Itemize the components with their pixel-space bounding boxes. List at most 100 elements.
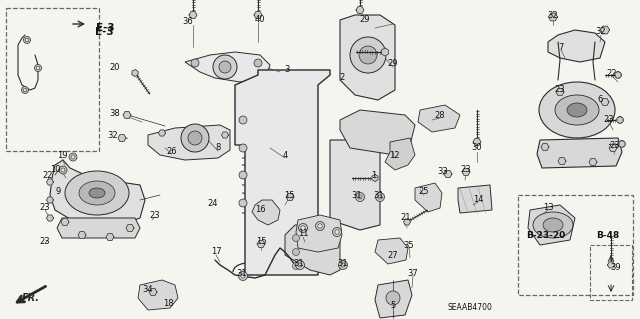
- Text: 15: 15: [284, 191, 294, 201]
- Circle shape: [318, 224, 322, 228]
- Circle shape: [301, 226, 305, 230]
- Text: 1: 1: [371, 170, 376, 180]
- Text: 14: 14: [473, 196, 483, 204]
- Circle shape: [378, 195, 382, 199]
- Circle shape: [464, 170, 468, 174]
- Polygon shape: [558, 158, 566, 165]
- Text: 4: 4: [282, 151, 287, 160]
- Circle shape: [298, 224, 307, 233]
- Polygon shape: [375, 280, 412, 318]
- Circle shape: [69, 153, 77, 161]
- Circle shape: [611, 146, 615, 150]
- Text: 18: 18: [163, 299, 173, 308]
- Ellipse shape: [539, 82, 615, 138]
- Text: 23: 23: [604, 115, 614, 124]
- Polygon shape: [418, 105, 460, 132]
- Polygon shape: [126, 225, 134, 232]
- Text: 29: 29: [388, 60, 398, 69]
- Circle shape: [350, 37, 386, 73]
- Polygon shape: [50, 160, 145, 225]
- Polygon shape: [149, 289, 157, 295]
- Polygon shape: [415, 183, 442, 212]
- Circle shape: [288, 195, 292, 199]
- Polygon shape: [138, 280, 178, 310]
- Circle shape: [359, 46, 377, 64]
- Polygon shape: [330, 140, 380, 230]
- Circle shape: [63, 220, 67, 224]
- Text: 23: 23: [40, 204, 51, 212]
- Polygon shape: [385, 138, 415, 170]
- Circle shape: [108, 235, 112, 239]
- Polygon shape: [403, 219, 410, 225]
- Text: 3: 3: [284, 65, 290, 75]
- Circle shape: [618, 118, 621, 122]
- Text: 29: 29: [360, 16, 371, 25]
- Text: 6: 6: [597, 95, 603, 105]
- Circle shape: [23, 88, 27, 92]
- Polygon shape: [589, 159, 597, 166]
- Polygon shape: [254, 11, 262, 19]
- Circle shape: [358, 8, 362, 12]
- Polygon shape: [617, 116, 623, 123]
- Circle shape: [373, 176, 376, 180]
- Text: 32: 32: [108, 130, 118, 139]
- Text: B-48: B-48: [596, 231, 620, 240]
- Polygon shape: [618, 141, 625, 147]
- Circle shape: [603, 28, 607, 32]
- Polygon shape: [123, 112, 131, 118]
- Polygon shape: [185, 52, 270, 82]
- Polygon shape: [473, 138, 481, 145]
- Polygon shape: [296, 215, 342, 252]
- Polygon shape: [340, 15, 395, 100]
- Circle shape: [128, 226, 132, 230]
- Circle shape: [22, 86, 29, 93]
- Polygon shape: [619, 140, 625, 147]
- Circle shape: [256, 13, 260, 17]
- Circle shape: [61, 168, 65, 172]
- Polygon shape: [548, 30, 605, 62]
- Polygon shape: [189, 11, 197, 19]
- Text: 23: 23: [555, 85, 565, 94]
- Polygon shape: [600, 26, 609, 34]
- Text: 28: 28: [435, 110, 445, 120]
- Text: 21: 21: [401, 213, 412, 222]
- Text: 39: 39: [611, 263, 621, 272]
- Text: 23: 23: [150, 211, 160, 219]
- Polygon shape: [381, 48, 388, 56]
- Polygon shape: [285, 225, 340, 275]
- Circle shape: [71, 155, 75, 159]
- Text: 20: 20: [109, 63, 120, 72]
- Circle shape: [49, 216, 52, 219]
- Circle shape: [80, 233, 84, 237]
- Polygon shape: [356, 6, 364, 13]
- Circle shape: [213, 55, 237, 79]
- Polygon shape: [609, 145, 617, 152]
- Circle shape: [241, 274, 245, 278]
- Circle shape: [36, 66, 40, 70]
- Text: 30: 30: [472, 144, 483, 152]
- Polygon shape: [235, 70, 330, 275]
- Circle shape: [618, 118, 621, 122]
- Polygon shape: [118, 135, 126, 141]
- Text: 38: 38: [109, 108, 120, 117]
- Circle shape: [620, 142, 623, 145]
- Circle shape: [181, 124, 209, 152]
- Circle shape: [25, 38, 29, 42]
- Text: 31: 31: [294, 258, 304, 268]
- Circle shape: [219, 61, 231, 73]
- Text: 13: 13: [543, 204, 554, 212]
- Text: 31: 31: [237, 270, 247, 278]
- Ellipse shape: [79, 181, 115, 205]
- Circle shape: [316, 221, 324, 231]
- Polygon shape: [47, 179, 54, 185]
- Text: 31: 31: [352, 190, 362, 199]
- Circle shape: [24, 36, 31, 43]
- Text: 23: 23: [610, 140, 620, 150]
- Text: 24: 24: [208, 198, 218, 207]
- Polygon shape: [528, 205, 575, 245]
- Polygon shape: [257, 241, 265, 248]
- Circle shape: [188, 131, 202, 145]
- Circle shape: [49, 198, 52, 202]
- Polygon shape: [541, 144, 549, 151]
- Circle shape: [405, 220, 408, 224]
